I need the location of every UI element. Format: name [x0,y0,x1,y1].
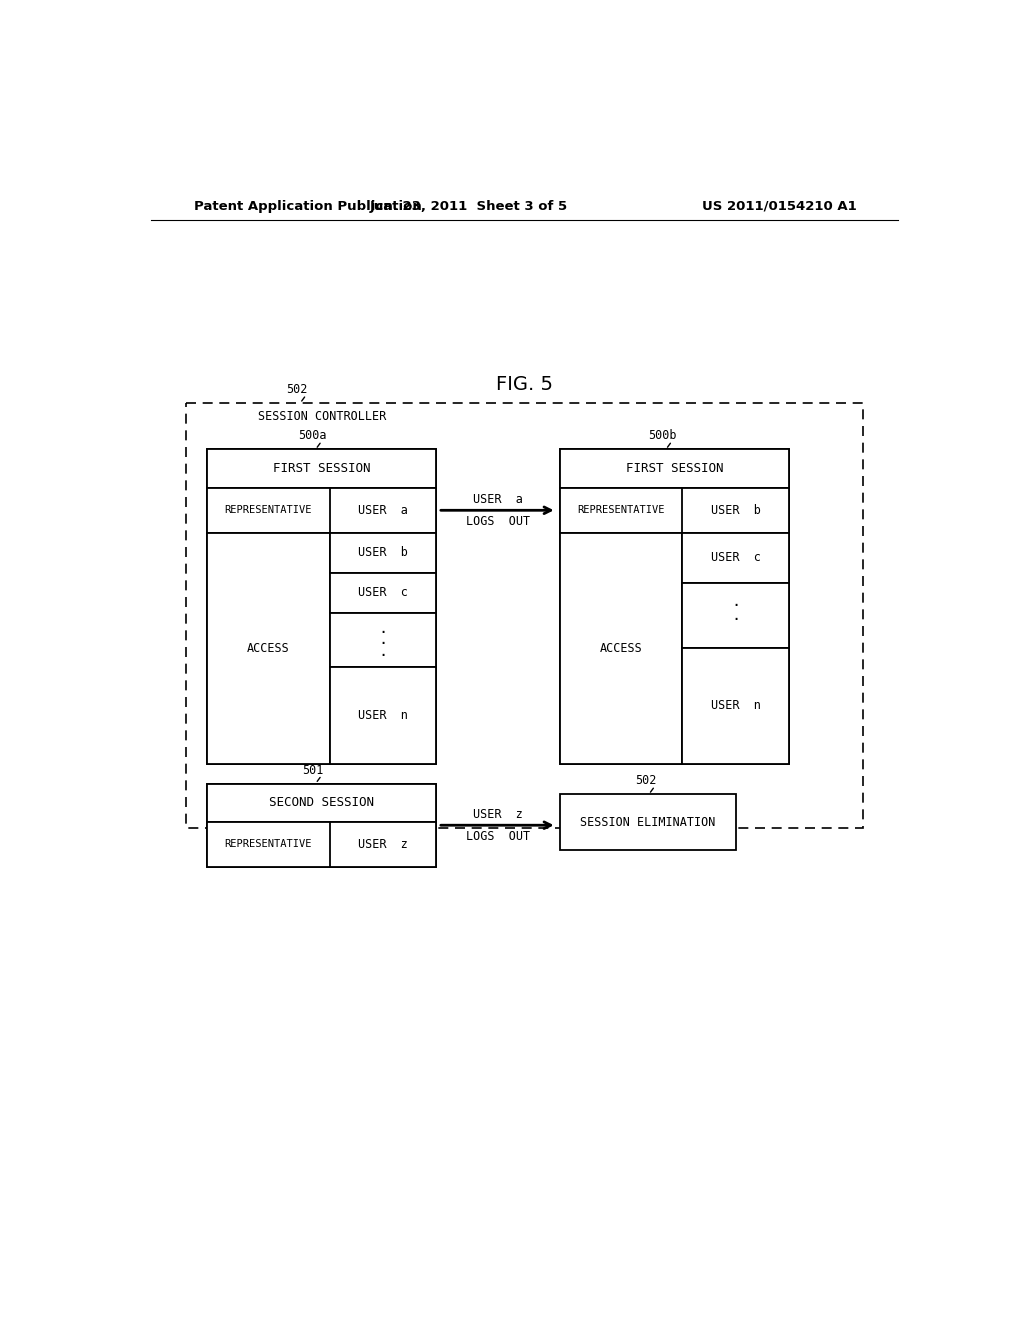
Bar [560,488,790,532]
Bar [207,488,436,532]
Text: ACCESS: ACCESS [247,642,290,655]
Text: .: . [731,594,740,610]
Text: USER  b: USER b [711,504,761,517]
Bar [682,648,790,763]
Bar [330,667,436,763]
Bar [560,449,790,763]
Text: US 2011/0154210 A1: US 2011/0154210 A1 [701,199,856,213]
Text: USER  n: USER n [358,709,408,722]
Text: FIRST SESSION: FIRST SESSION [626,462,723,475]
Bar [330,573,436,612]
Text: USER  c: USER c [711,552,761,564]
Bar [186,404,863,829]
Bar [560,533,682,763]
Text: USER  a: USER a [358,504,408,517]
Text: .: . [731,609,740,623]
Bar [207,449,436,763]
Bar [560,449,790,488]
Text: .: . [379,632,387,647]
Bar [560,795,736,850]
Text: Patent Application Publication: Patent Application Publication [194,199,422,213]
Text: SESSION CONTROLLER: SESSION CONTROLLER [258,409,386,422]
Text: SECOND SESSION: SECOND SESSION [269,796,374,809]
Text: REPRESENTATIVE: REPRESENTATIVE [224,840,312,850]
Text: REPRESENTATIVE: REPRESENTATIVE [224,506,312,515]
Text: USER  n: USER n [711,700,761,713]
Text: 500a: 500a [298,429,327,442]
Text: USER  b: USER b [358,546,408,560]
Bar [207,449,436,488]
Text: .: . [379,644,387,659]
Text: USER  a: USER a [473,492,522,506]
Text: LOGS  OUT: LOGS OUT [466,515,529,528]
Bar [207,822,436,867]
Text: ACCESS: ACCESS [599,642,642,655]
Bar [330,612,436,667]
Text: 500b: 500b [648,429,677,442]
Text: USER  z: USER z [358,838,408,851]
Text: Jun. 23, 2011  Sheet 3 of 5: Jun. 23, 2011 Sheet 3 of 5 [370,199,568,213]
Text: SESSION ELIMINATION: SESSION ELIMINATION [581,816,716,829]
Text: LOGS  OUT: LOGS OUT [466,829,529,842]
Text: REPRESENTATIVE: REPRESENTATIVE [578,506,665,515]
Bar [682,582,790,648]
Text: 501: 501 [302,764,324,777]
Bar [207,533,330,763]
Text: FIRST SESSION: FIRST SESSION [273,462,371,475]
Text: USER  z: USER z [473,808,522,821]
Text: USER  c: USER c [358,586,408,599]
Text: 502: 502 [287,383,307,396]
Bar [682,533,790,582]
Bar [330,533,436,573]
Text: FIG. 5: FIG. 5 [497,375,553,393]
Bar [207,784,436,822]
Text: .: . [379,620,387,636]
Bar [207,784,436,867]
Text: 502: 502 [635,774,656,787]
